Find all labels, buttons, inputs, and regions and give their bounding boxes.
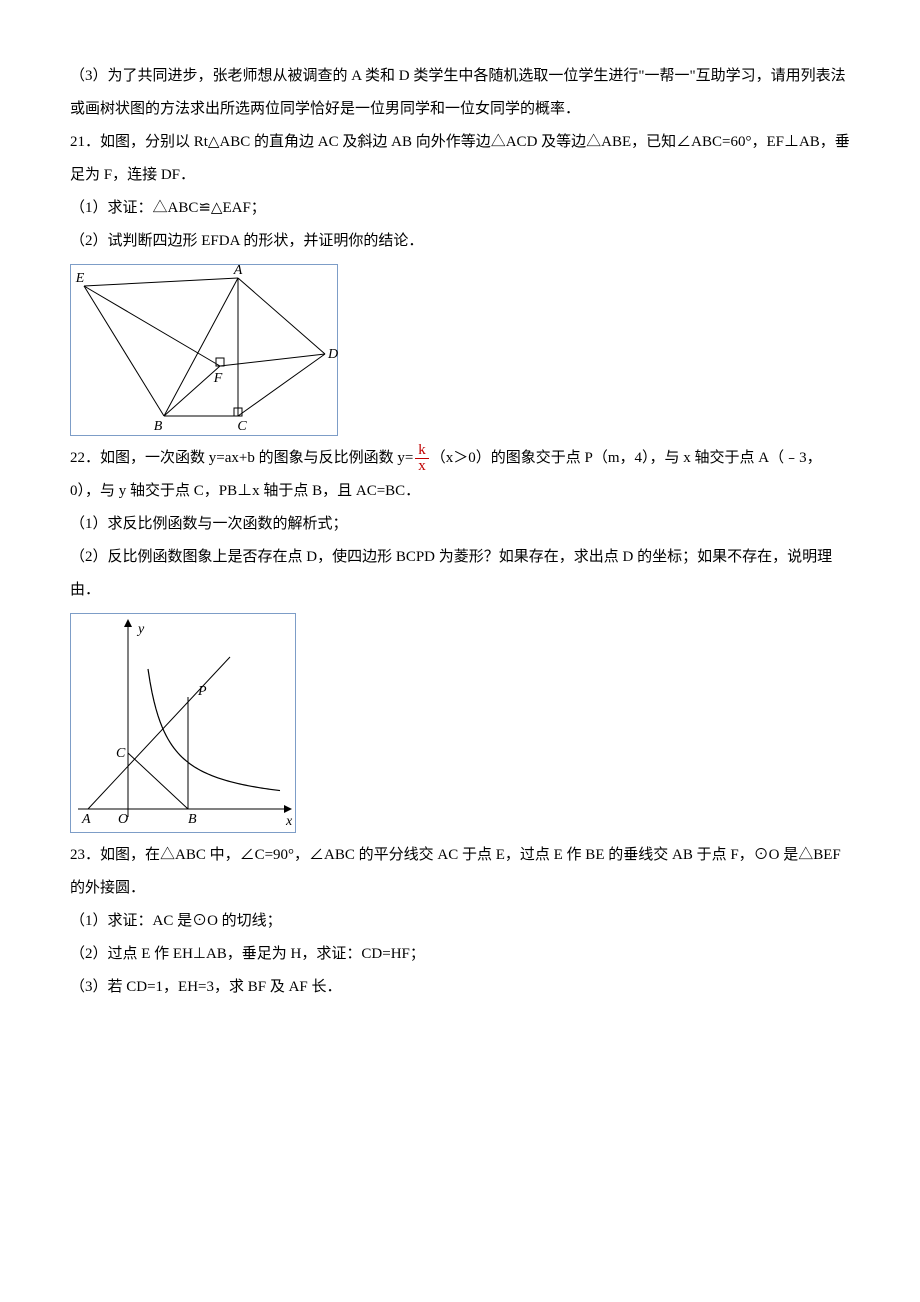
- svg-text:B: B: [188, 812, 197, 827]
- q21-diagram: E A D B C F: [70, 264, 850, 436]
- svg-text:A: A: [233, 264, 243, 278]
- svg-text:P: P: [197, 684, 207, 699]
- q23-part1: （1）求证：AC 是⊙O 的切线；: [70, 905, 850, 938]
- svg-text:D: D: [327, 347, 338, 362]
- q23-part3: （3）若 CD=1，EH=3，求 BF 及 AF 长．: [70, 971, 850, 1004]
- svg-text:y: y: [136, 622, 145, 637]
- q22-part1: （1）求反比例函数与一次函数的解析式；: [70, 508, 850, 541]
- q22-part2: （2）反比例函数图象上是否存在点 D，使四边形 BCPD 为菱形？如果存在，求出…: [70, 541, 850, 607]
- q22-stem-part1: 22．如图，一次函数 y=ax+b 的图象与反比例函数 y=: [70, 450, 413, 466]
- svg-text:C: C: [237, 419, 247, 434]
- q23-stem: 23．如图，在△ABC 中，∠C=90°，∠ABC 的平分线交 AC 于点 E，…: [70, 839, 850, 905]
- svg-text:F: F: [213, 371, 223, 386]
- fraction-k-over-x: kx: [415, 443, 429, 474]
- svg-text:C: C: [116, 746, 126, 761]
- svg-text:x: x: [285, 814, 293, 829]
- q21-stem: 21．如图，分别以 Rt△ABC 的直角边 AC 及斜边 AB 向外作等边△AC…: [70, 126, 850, 192]
- svg-text:E: E: [75, 271, 85, 286]
- svg-text:A: A: [81, 812, 91, 827]
- q21-part1: （1）求证：△ABC≌△EAF；: [70, 192, 850, 225]
- q20-part3: （3）为了共同进步，张老师想从被调查的 A 类和 D 类学生中各随机选取一位学生…: [70, 60, 850, 126]
- q23-part2: （2）过点 E 作 EH⊥AB，垂足为 H，求证：CD=HF；: [70, 938, 850, 971]
- q22-diagram: y x O A B C P: [70, 613, 850, 833]
- svg-text:O: O: [118, 812, 128, 827]
- q22-stem: 22．如图，一次函数 y=ax+b 的图象与反比例函数 y=kx（x＞0）的图象…: [70, 442, 850, 508]
- q21-part2: （2）试判断四边形 EFDA 的形状，并证明你的结论．: [70, 225, 850, 258]
- svg-text:B: B: [154, 419, 163, 434]
